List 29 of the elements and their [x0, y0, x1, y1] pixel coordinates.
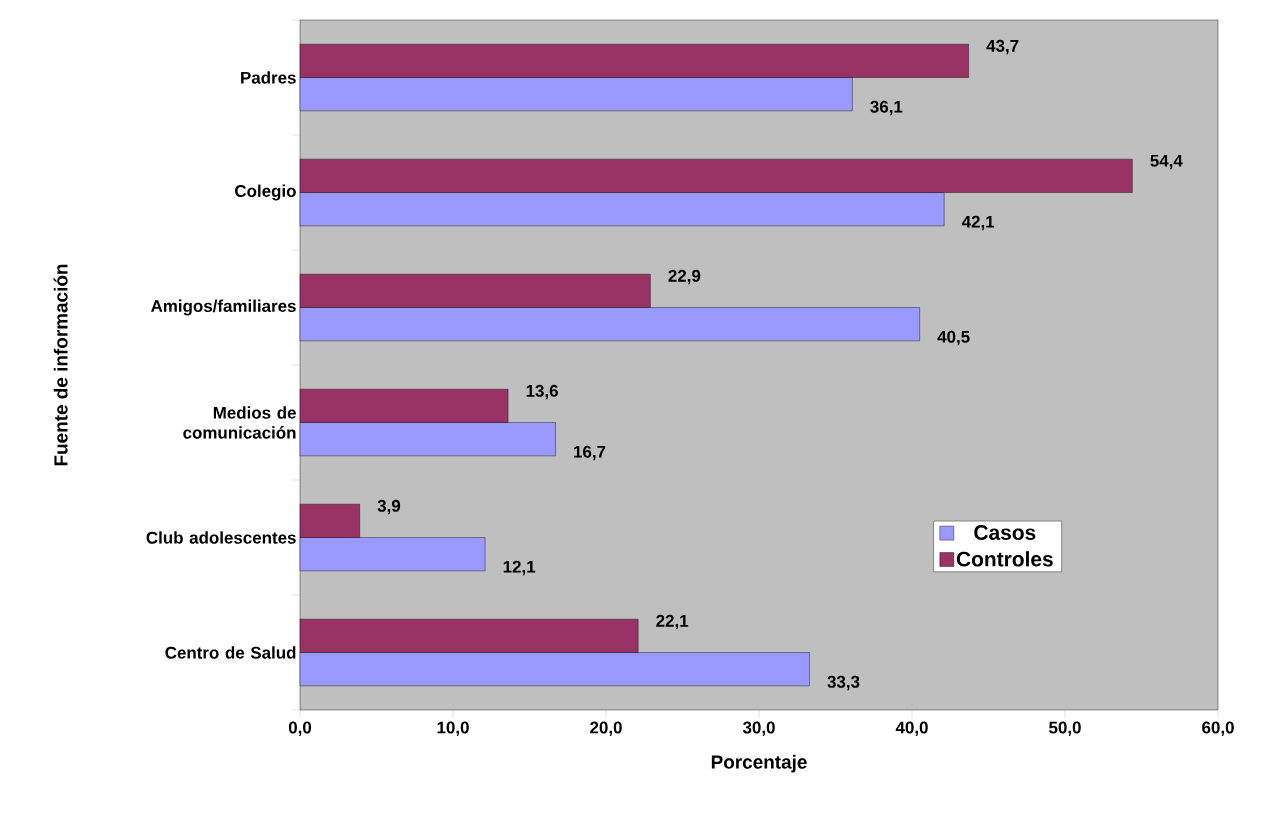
data-label: 36,1 [870, 100, 903, 116]
x-axis-title: Porcentaje [711, 754, 807, 773]
y-tick-label: Colegio [235, 184, 296, 201]
y-tick-label: Club adolescentes [146, 531, 296, 544]
y-axis-title: Fuente de información [53, 264, 68, 466]
x-tick-label: 20,0 [590, 721, 622, 736]
data-label: 43,7 [986, 39, 1019, 55]
y-tick-label: Centro de Salud [165, 646, 296, 659]
data-label: 16,7 [574, 445, 606, 461]
x-tick-label: 40,0 [895, 721, 928, 736]
x-tick-label: 10,0 [437, 721, 469, 736]
y-tick-label: Medios de comunicación [183, 406, 296, 439]
data-label: 12,1 [503, 560, 536, 576]
x-tick-label: 50,0 [1049, 721, 1081, 736]
data-label: 40,5 [937, 330, 970, 346]
data-label: 22,9 [668, 269, 701, 285]
data-label: 13,6 [526, 384, 558, 400]
data-label: 42,1 [961, 215, 995, 231]
data-label: 54,4 [1150, 154, 1183, 170]
data-label: 33,3 [827, 675, 860, 691]
data-label: 22,1 [656, 614, 689, 630]
legend-label: Controles [956, 551, 1053, 567]
data-label: 3,9 [377, 499, 401, 515]
x-tick-label: 30,0 [742, 721, 775, 736]
x-tick-label: 0,0 [288, 721, 312, 736]
y-tick-label: Amigos/familiares [151, 299, 296, 316]
y-tick-label: Padres [241, 71, 296, 84]
legend-label: Casos [974, 525, 1036, 540]
x-tick-label: 60,0 [1202, 721, 1234, 736]
